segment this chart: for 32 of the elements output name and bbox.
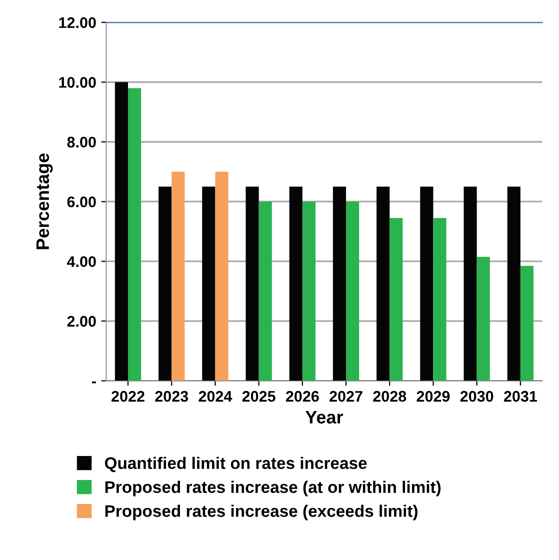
x-tick-label: 2023 bbox=[155, 390, 188, 402]
bar bbox=[215, 172, 228, 381]
x-tick-label: 2030 bbox=[460, 390, 494, 402]
y-tick-label: 10.00 bbox=[59, 77, 96, 88]
x-tick-label: 2025 bbox=[242, 390, 276, 402]
legend-label: Proposed rates increase (at or within limit) bbox=[105, 480, 441, 496]
legend-label: Quantified limit on rates increase bbox=[104, 456, 367, 472]
bar bbox=[302, 202, 316, 381]
bar bbox=[520, 266, 534, 381]
y-tick-label: 12.00 bbox=[59, 17, 96, 28]
legend-label: Proposed rates increase (exceeds limit) bbox=[105, 504, 418, 520]
x-tick-label: 2031 bbox=[504, 390, 537, 402]
x-axis-title: Year bbox=[305, 410, 344, 424]
x-tick-label: 2024 bbox=[198, 390, 232, 402]
x-tick-label: 2022 bbox=[112, 390, 144, 402]
bar bbox=[476, 256, 490, 381]
bar bbox=[128, 88, 142, 381]
y-tick-label: 6.00 bbox=[67, 196, 96, 208]
bar bbox=[346, 202, 360, 381]
bar bbox=[172, 172, 185, 381]
x-tick-label: 2029 bbox=[416, 390, 450, 402]
y-tick-label: 8.00 bbox=[67, 136, 96, 148]
y-axis-title: Percentage bbox=[36, 154, 53, 250]
x-tick-label: 2027 bbox=[330, 390, 362, 402]
bar bbox=[390, 218, 403, 381]
y-tick-label: 4.00 bbox=[66, 256, 96, 268]
x-tick-label: 2028 bbox=[373, 390, 406, 402]
bar bbox=[258, 202, 272, 381]
x-tick-label: 2026 bbox=[286, 390, 319, 402]
bar bbox=[433, 218, 446, 381]
y-tick-label: - bbox=[92, 381, 96, 384]
y-tick-label: 2.00 bbox=[67, 316, 96, 327]
